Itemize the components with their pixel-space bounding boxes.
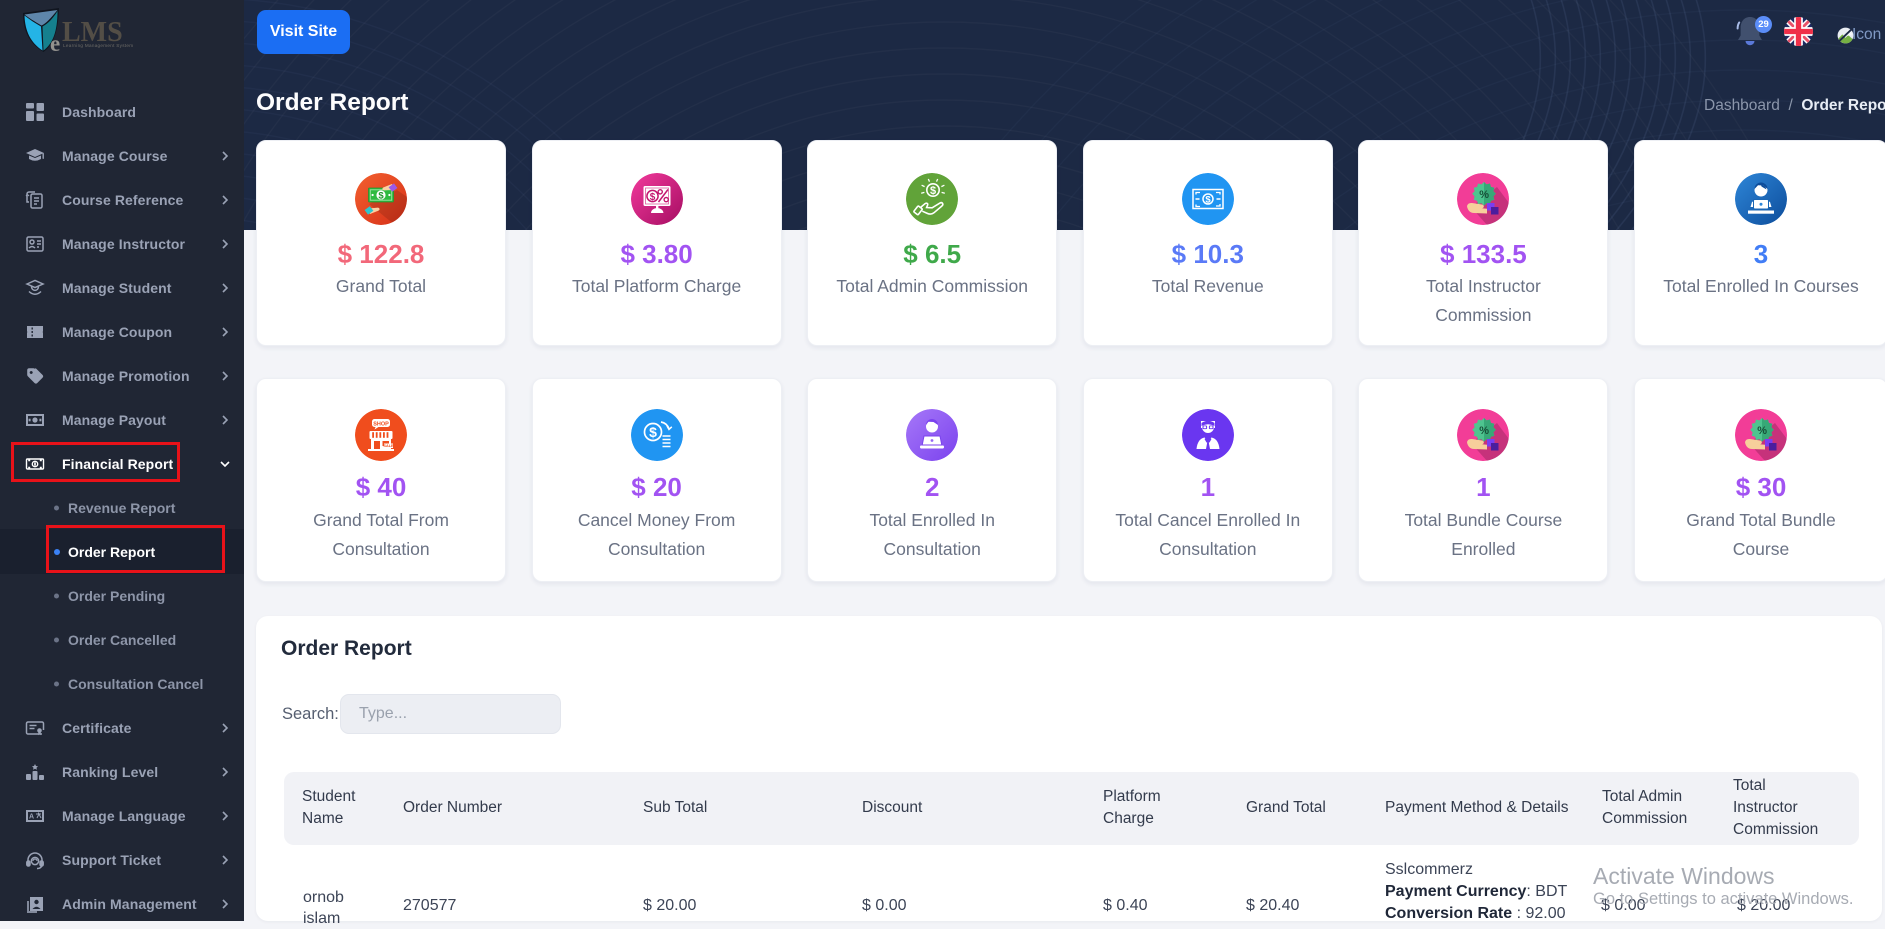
svg-text:$: $: [649, 192, 655, 203]
svg-text:%: %: [1757, 425, 1767, 437]
svg-text:$: $: [649, 424, 657, 440]
svg-text:SHOP: SHOP: [373, 422, 389, 428]
svg-text:$: $: [1205, 195, 1211, 206]
svg-text:$: $: [930, 185, 936, 197]
svg-text:%: %: [1480, 425, 1490, 437]
svg-text:%: %: [1480, 189, 1490, 201]
svg-text:A: A: [29, 814, 34, 821]
svg-text:$: $: [378, 190, 384, 201]
svg-text:SALE: SALE: [383, 444, 394, 448]
